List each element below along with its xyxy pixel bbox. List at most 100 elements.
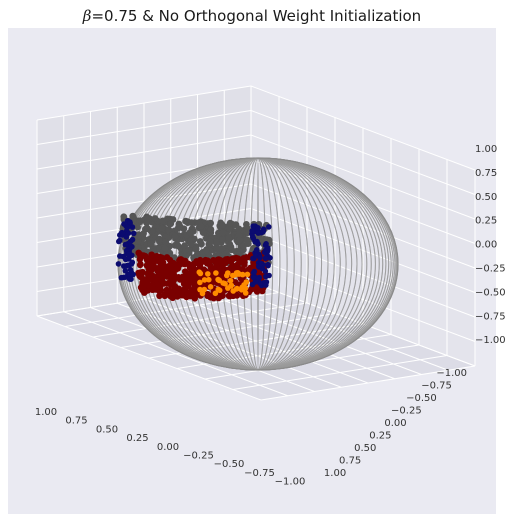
scatter-point — [162, 238, 170, 246]
scatter-point — [159, 217, 167, 225]
grid-line — [117, 302, 342, 388]
scatter-point — [243, 236, 251, 244]
scatter-point — [123, 234, 130, 240]
scatter-point — [253, 247, 260, 253]
scatter-point — [213, 238, 220, 246]
scatter-point — [250, 235, 257, 242]
scatter-point — [121, 221, 127, 227]
z-tick-label: 0.25 — [475, 216, 497, 227]
scatter-point — [140, 230, 147, 238]
scatter-point — [249, 228, 255, 234]
title-beta-symbol: β — [82, 7, 92, 25]
scatter-point — [192, 292, 199, 299]
scatter-point — [176, 222, 184, 230]
grid-line — [36, 183, 252, 219]
scatter-point — [141, 289, 148, 296]
scatter-point — [219, 229, 227, 237]
grid-line — [232, 355, 448, 390]
scatter-point — [181, 257, 189, 265]
scatter-point — [219, 221, 226, 229]
scatter-point — [177, 290, 184, 297]
x-tick-label: −1.00 — [275, 477, 306, 488]
scatter-point — [188, 219, 195, 227]
scatter-point — [207, 219, 215, 227]
grid-line — [36, 85, 252, 121]
scatter-point — [228, 282, 235, 289]
scatter-point — [240, 255, 247, 262]
grid-line — [36, 134, 252, 170]
scatter-point — [258, 260, 264, 267]
y-tick-label: −0.75 — [421, 381, 452, 392]
scatter-point — [197, 286, 203, 293]
scatter-point — [227, 292, 235, 299]
scatter-point — [219, 235, 226, 243]
x-tick-label: 1.00 — [35, 407, 57, 418]
scatter-point — [262, 255, 269, 261]
scatter-point — [173, 286, 180, 293]
grid-line — [250, 85, 476, 171]
scatter-point — [188, 287, 196, 294]
y-tick-label: 0.00 — [384, 418, 406, 429]
scatter-point — [186, 229, 194, 237]
scatter-point — [147, 240, 155, 248]
scatter-point — [126, 251, 132, 257]
scatter-point — [164, 273, 171, 280]
title-text: =0.75 & No Orthogonal Weight Initializat… — [91, 7, 421, 25]
scatter-point — [201, 277, 208, 283]
scatter-point — [207, 284, 214, 290]
scatter-point — [137, 261, 144, 268]
scatter-point — [122, 241, 129, 248]
x-tick-label: −0.25 — [183, 451, 214, 462]
scatter-point — [227, 243, 235, 251]
scatter-point — [144, 257, 151, 264]
scatter-point — [190, 260, 197, 268]
scatter-point — [252, 279, 259, 285]
scatter-point — [206, 276, 212, 283]
scatter-point — [198, 240, 205, 248]
x-axis-ticks: 1.00 0.75 0.50 0.25 0.00 −0.25−0.50−0.75−1.00 — [35, 407, 305, 488]
scatter-point — [184, 283, 192, 290]
scatter-point — [193, 251, 201, 259]
scatter-point — [233, 271, 239, 278]
scatter-point — [212, 290, 219, 297]
grid-line — [36, 315, 262, 401]
scatter-point — [171, 232, 179, 240]
z-tick-label: 0.75 — [475, 168, 497, 179]
scatter-point — [161, 291, 168, 298]
scatter-point — [265, 245, 271, 251]
scatter-point — [265, 262, 271, 269]
x-tick-label: −0.75 — [244, 468, 275, 479]
scatter-point — [207, 226, 215, 233]
z-tick-label: 0.00 — [475, 240, 497, 251]
scatter-point — [161, 244, 169, 252]
grid-line — [250, 110, 476, 195]
scatter-point — [122, 268, 129, 274]
scatter-point — [207, 262, 214, 269]
scatter-point — [126, 276, 133, 282]
scatter-point — [218, 245, 225, 253]
z-tick-label: −1.00 — [475, 335, 506, 346]
scatter-point — [227, 277, 234, 284]
scatter-point — [257, 254, 263, 261]
scatter-point — [267, 254, 273, 261]
scatter-point — [181, 242, 189, 250]
scatter-point — [160, 280, 168, 287]
scatter-point — [173, 274, 180, 281]
z-tick-label: −0.75 — [475, 311, 506, 322]
grid-line — [260, 365, 476, 401]
scatter-point — [199, 229, 207, 237]
scatter-point — [124, 262, 130, 269]
scatter-point — [225, 270, 231, 276]
scatter-point — [242, 290, 249, 296]
scatter-point — [174, 242, 182, 250]
scatter-point — [125, 224, 131, 230]
scatter-point — [129, 212, 137, 220]
grid-line — [250, 183, 476, 269]
grid-line — [250, 134, 476, 220]
scatter-point — [260, 226, 267, 233]
z-tick-label: −0.50 — [475, 287, 506, 298]
scatter-point — [158, 225, 166, 232]
scatter-point — [256, 269, 263, 277]
scatter-point — [187, 241, 195, 248]
scatter-point — [263, 241, 269, 247]
